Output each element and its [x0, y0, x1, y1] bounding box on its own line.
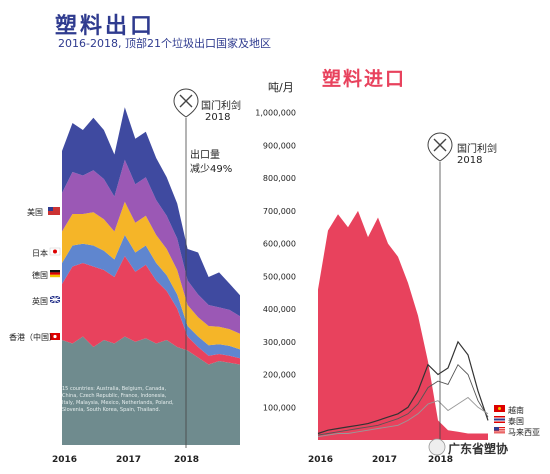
country-label-usa: 美国 [27, 208, 43, 217]
x-tick-label-left: 2018 [174, 455, 199, 465]
malaysia-flag-stripe [494, 430, 505, 432]
y-tick-label: 600,000 [263, 240, 296, 249]
y-axis-unit: 吨/月 [268, 81, 294, 94]
policy-pin-icon [427, 132, 453, 162]
germany-flag-icon [50, 270, 60, 273]
chart-title: 塑料出口 [55, 14, 156, 39]
malaysia-flag-stripe [494, 427, 505, 428]
import-line-series [317, 396, 489, 438]
footnote-line: Slovenia, South Korea, Spain, Thailand. [62, 407, 161, 413]
x-tick-label-right: 2016 [308, 455, 333, 465]
legend-vietnam: 越南 [508, 406, 524, 415]
export-area-series [62, 256, 240, 365]
germany-flag-stripe [50, 274, 60, 278]
policy-label-right: 国门利剑 [457, 144, 497, 155]
hongkong-flag-flower [53, 334, 57, 339]
x-tick-label-left: 2016 [52, 455, 77, 465]
y-tick-label: 900,000 [263, 141, 296, 150]
footnote: 15 countries: Australia, Belgium, Canada… [62, 386, 174, 414]
germany-flag-stripe [50, 272, 60, 275]
y-tick-label: 800,000 [263, 174, 296, 183]
us-flag-canton [48, 207, 53, 211]
import-area-china [318, 210, 488, 440]
footnote-line: China, Czech Republic, France, Indonesia… [62, 393, 167, 399]
legend-thailand: 泰国 [508, 417, 524, 426]
x-tick-label-right: 2018 [428, 455, 453, 465]
y-tick-label: 300,000 [263, 338, 296, 347]
malaysia-flag-icon [494, 427, 505, 434]
export-area-series [62, 159, 240, 334]
country-label-hongkong: 香港（中国） [9, 333, 57, 342]
export-area-series [62, 107, 240, 317]
footnote-line: Italy, Malaysia, Mexico, Netherlands, Po… [62, 400, 174, 406]
malaysia-flag-stripe [494, 432, 505, 434]
export-note-line2: 减少49% [190, 164, 233, 175]
y-tick-label: 100,000 [263, 403, 296, 412]
country-label-uk: 英国 [32, 297, 48, 306]
export-note-line1: 出口量 [190, 150, 220, 161]
japan-flag-dot [53, 249, 57, 254]
y-tick-label: 200,000 [263, 371, 296, 380]
uk-flag-cross [49, 295, 61, 304]
footnote-line: 15 countries: Australia, Belgium, Canada… [62, 386, 167, 392]
chart-subtitle: 2016-2018, 顶部21个垃圾出口国家及地区 [58, 37, 271, 50]
policy-label-left: 国门利剑 [201, 101, 241, 112]
export-area-series [62, 201, 240, 350]
country-label-japan: 日本 [32, 249, 48, 258]
vietnam-flag-star [498, 407, 501, 410]
y-tick-label: 500,000 [263, 272, 296, 281]
legend-malaysia: 马来西亚 [508, 428, 540, 437]
malaysia-flag-canton [494, 427, 499, 431]
policy-year-right: 2018 [457, 155, 483, 166]
import-chart-title: 塑料进口 [322, 68, 407, 90]
x-tick-label-right: 2017 [372, 455, 397, 465]
y-tick-label: 700,000 [263, 207, 296, 216]
import-line-series [317, 340, 489, 435]
export-area-series [62, 235, 240, 359]
export-area-series [62, 336, 240, 445]
thailand-flag-blue [494, 418, 505, 421]
us-flag-icon [48, 207, 60, 215]
wechat-icon [428, 438, 446, 456]
y-tick-label: 400,000 [263, 305, 296, 314]
watermark-text: 广东省塑协 [448, 442, 509, 456]
x-tick-label-left: 2017 [116, 455, 141, 465]
crossed-swords-icon [179, 94, 193, 108]
policy-year-left: 2018 [205, 112, 231, 123]
import-line-series [317, 363, 489, 436]
malaysia-flag-stripe [494, 428, 505, 430]
crossed-swords-icon [433, 138, 447, 152]
y-tick-label: 1,000,000 [255, 109, 296, 118]
policy-pin-icon [173, 88, 199, 118]
country-label-germany: 德国 [32, 271, 48, 280]
